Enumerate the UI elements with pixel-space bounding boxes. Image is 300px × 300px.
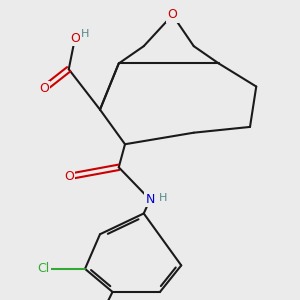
Text: O: O <box>64 170 74 183</box>
Text: O: O <box>39 82 49 95</box>
Text: N: N <box>145 193 155 206</box>
Text: H: H <box>81 28 90 39</box>
Text: O: O <box>70 32 80 45</box>
Text: O: O <box>168 8 177 22</box>
Text: H: H <box>159 193 168 203</box>
Text: Cl: Cl <box>38 262 50 275</box>
